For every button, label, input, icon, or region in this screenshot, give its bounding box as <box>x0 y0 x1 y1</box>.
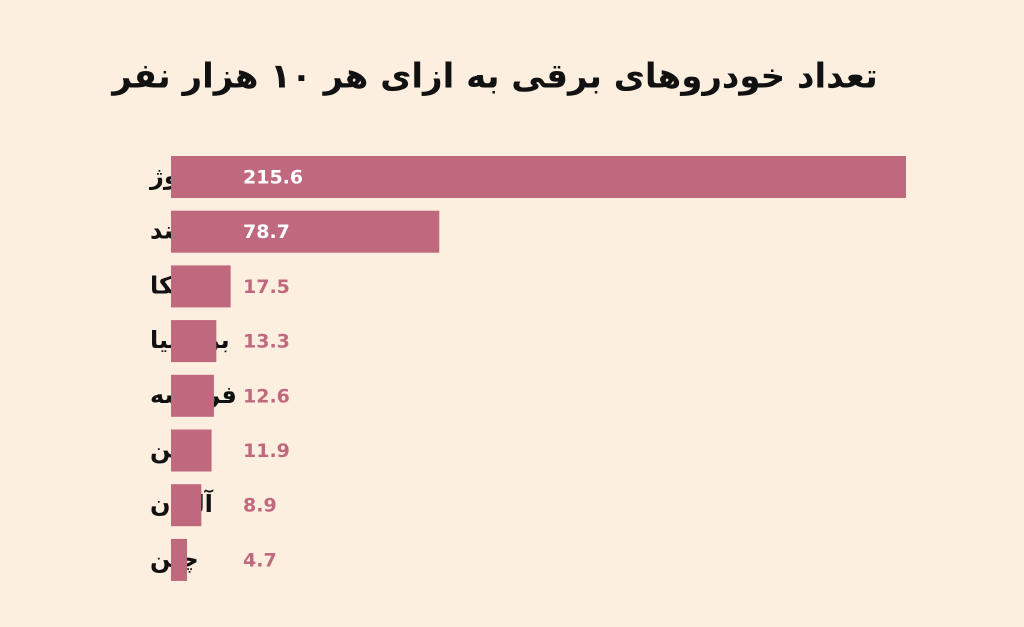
value-label: 12.6 <box>243 385 290 407</box>
bar <box>171 156 906 198</box>
bar <box>171 538 188 581</box>
bar <box>171 374 214 417</box>
value-label: 13.3 <box>243 331 290 353</box>
bar <box>171 484 202 527</box>
chart-title: تعداد خودروهای برقی به ازای هر ۱۰ هزار ن… <box>110 57 877 97</box>
bar <box>171 429 212 472</box>
value-label: 78.7 <box>243 221 290 243</box>
value-label: 4.7 <box>243 549 277 571</box>
value-label: 215.6 <box>243 167 303 189</box>
value-label: 17.5 <box>243 276 290 298</box>
bar <box>171 320 217 363</box>
value-label: 11.9 <box>243 440 290 462</box>
bar <box>171 265 231 308</box>
value-label: 8.9 <box>243 495 277 517</box>
bar <box>171 210 440 253</box>
